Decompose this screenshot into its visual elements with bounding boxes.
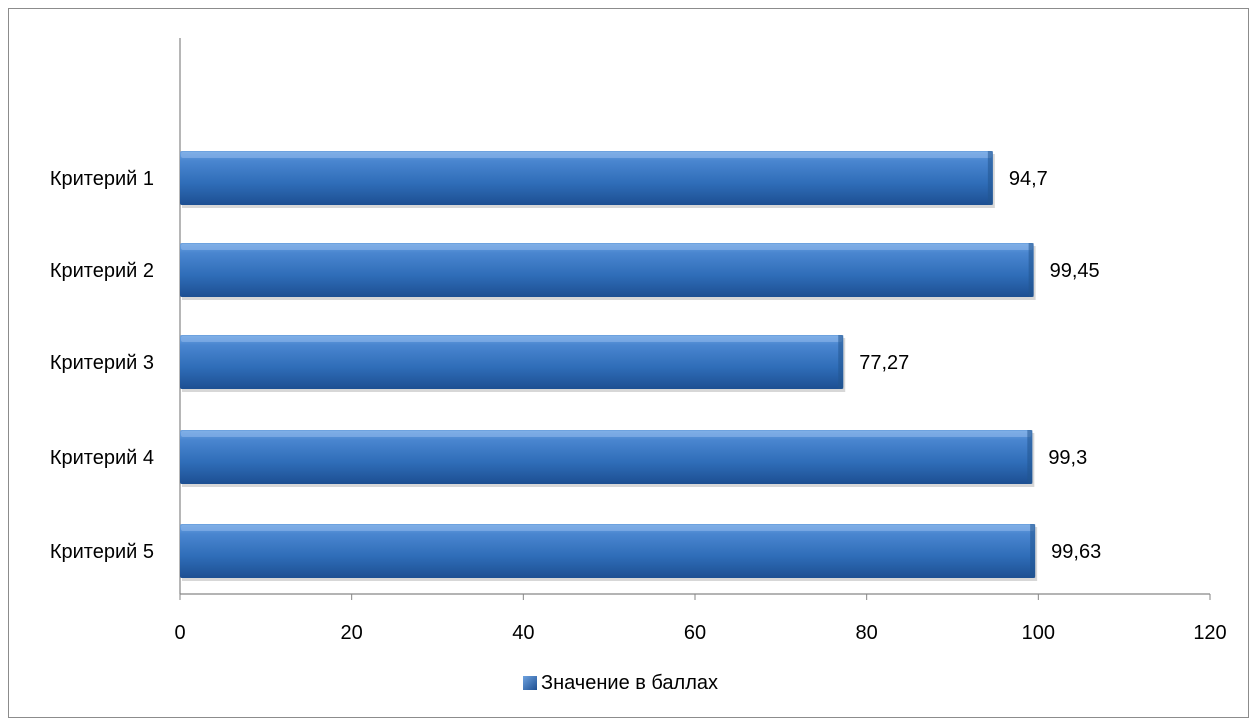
bar-end-cap	[1028, 243, 1034, 297]
bar	[180, 243, 1034, 297]
data-label: 94,7	[1009, 168, 1048, 190]
data-label: 99,3	[1048, 447, 1087, 469]
bar	[180, 430, 1033, 484]
category-label: Критерий 3	[50, 352, 154, 374]
data-label: 99,63	[1051, 541, 1101, 563]
bar-highlight	[181, 525, 1035, 531]
category-label: Критерий 4	[50, 447, 154, 469]
bar-highlight	[181, 152, 992, 158]
legend-label: Значение в баллах	[541, 672, 718, 694]
bar-highlight	[181, 244, 1033, 250]
x-tick-label: 40	[512, 622, 534, 644]
legend: Значение в баллах	[523, 672, 718, 694]
x-tick-label: 80	[856, 622, 878, 644]
category-label: Критерий 5	[50, 541, 154, 563]
bar-end-cap	[838, 335, 844, 389]
bar-end-cap	[1027, 430, 1033, 484]
x-tick-label: 100	[1022, 622, 1055, 644]
x-tick-label: 60	[684, 622, 706, 644]
x-tick-label: 20	[341, 622, 363, 644]
bar	[180, 335, 844, 389]
x-tick-label: 120	[1193, 622, 1226, 644]
bar-highlight	[181, 431, 1032, 437]
category-label: Критерий 1	[50, 168, 154, 190]
bar	[180, 151, 993, 205]
data-label: 77,27	[859, 352, 909, 374]
bar-end-cap	[987, 151, 993, 205]
bar-end-cap	[1030, 524, 1036, 578]
x-tick-label: 0	[174, 622, 185, 644]
bar-highlight	[181, 336, 843, 342]
legend-swatch	[523, 676, 537, 690]
category-label: Критерий 2	[50, 260, 154, 282]
data-label: 99,45	[1050, 260, 1100, 282]
bar	[180, 524, 1036, 578]
